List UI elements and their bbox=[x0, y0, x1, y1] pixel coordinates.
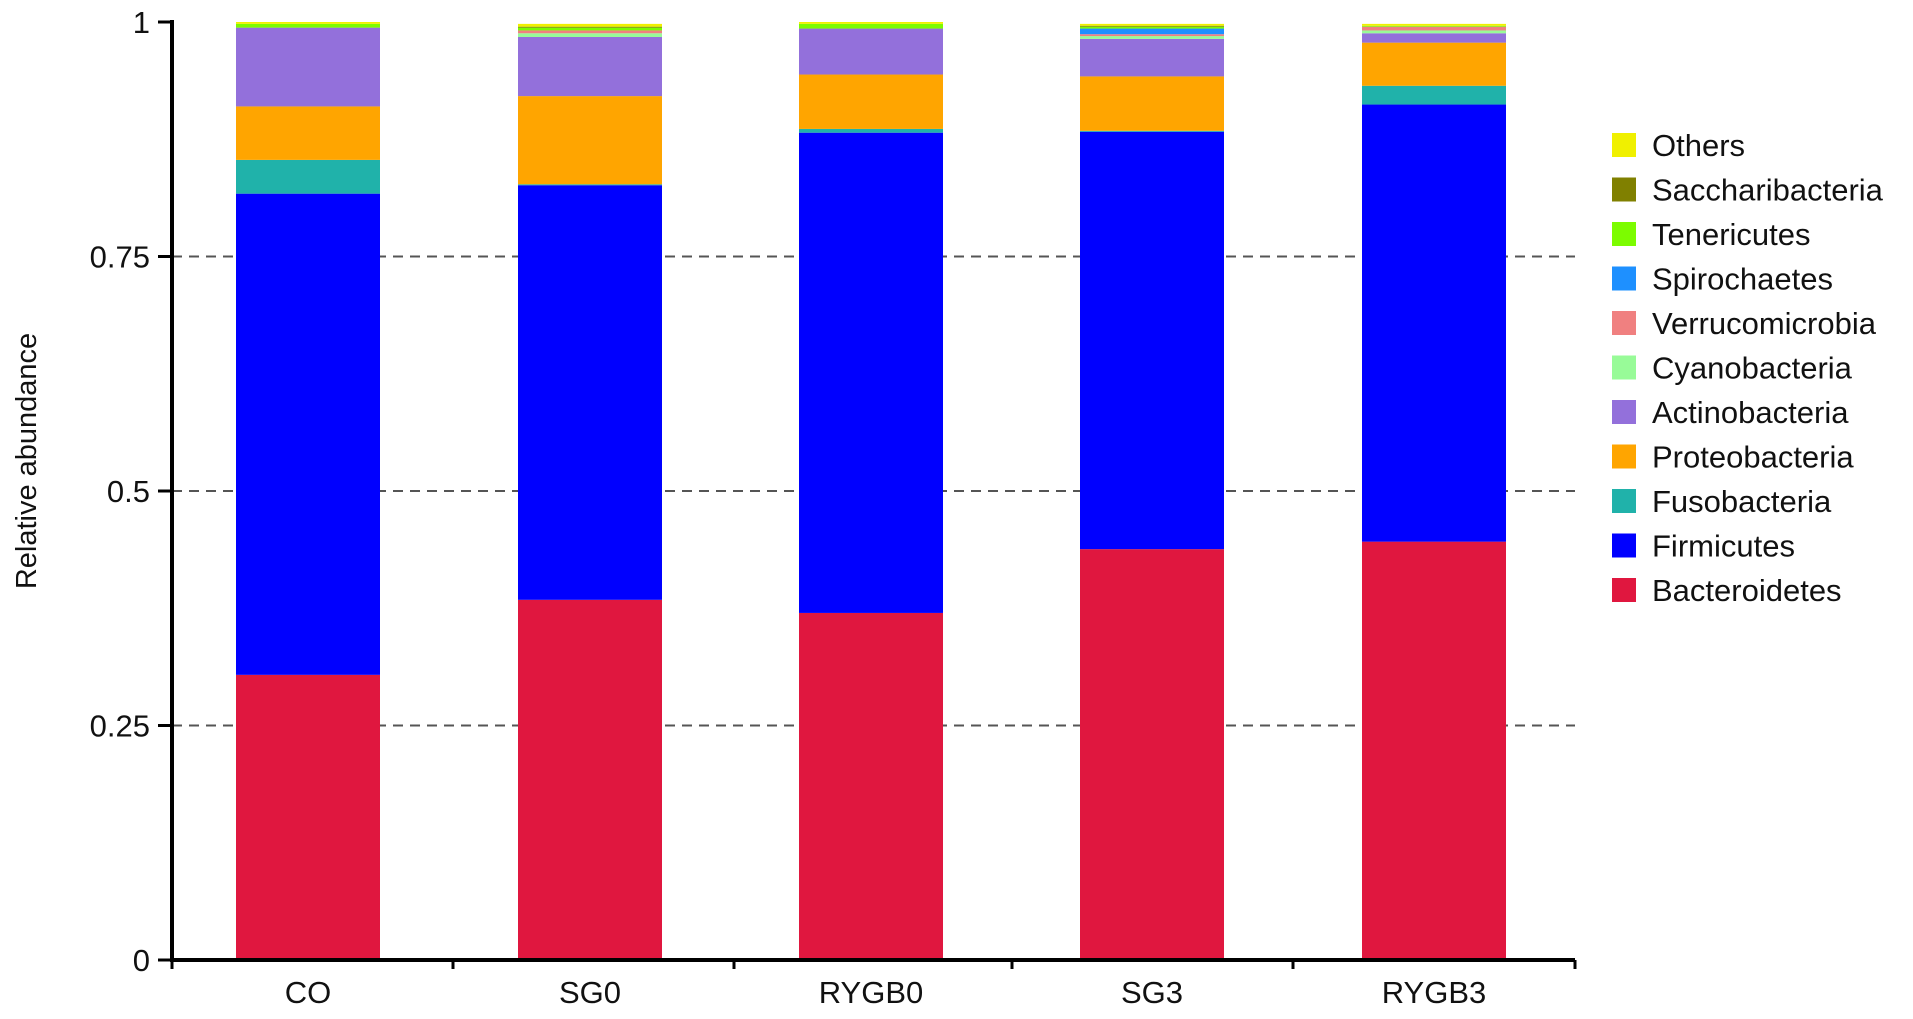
bar-stack-RYGB0 bbox=[799, 22, 943, 960]
bar-segment-SG3-verrucomicrobia bbox=[1080, 34, 1224, 37]
legend-item-tenericutes: Tenericutes bbox=[1612, 217, 1811, 252]
bar-segment-SG3-actinobacteria bbox=[1080, 38, 1224, 77]
legend-swatch-fusobacteria bbox=[1612, 489, 1636, 513]
legend-label-verrucomicrobia: Verrucomicrobia bbox=[1652, 306, 1877, 341]
legend-label-firmicutes: Firmicutes bbox=[1652, 529, 1795, 564]
legend-swatch-actinobacteria bbox=[1612, 400, 1636, 424]
legend-label-spirochaetes: Spirochaetes bbox=[1652, 262, 1833, 297]
bar-segment-SG3-spirochaetes bbox=[1080, 28, 1224, 35]
bar-segment-RYGB0-actinobacteria bbox=[799, 28, 943, 75]
x-tick-label-SG0: SG0 bbox=[559, 975, 621, 1010]
bar-segment-RYGB3-fusobacteria bbox=[1362, 85, 1506, 105]
bar-segment-SG3-bacteroidetes bbox=[1080, 549, 1224, 960]
legend-label-bacteroidetes: Bacteroidetes bbox=[1652, 573, 1842, 608]
bar-segment-RYGB0-tenericutes bbox=[799, 23, 943, 29]
legend-label-tenericutes: Tenericutes bbox=[1652, 217, 1811, 252]
x-tick-label-RYGB0: RYGB0 bbox=[819, 975, 924, 1010]
bar-segment-RYGB3-bacteroidetes bbox=[1362, 541, 1506, 960]
y-axis-title: Relative abundance bbox=[11, 333, 43, 589]
bar-segment-RYGB3-tenericutes bbox=[1362, 25, 1506, 27]
y-tick-label-0: 0 bbox=[133, 943, 150, 978]
legend-label-fusobacteria: Fusobacteria bbox=[1652, 484, 1832, 519]
legend-label-cyanobacteria: Cyanobacteria bbox=[1652, 351, 1853, 386]
legend-swatch-verrucomicrobia bbox=[1612, 311, 1636, 335]
legend-swatch-proteobacteria bbox=[1612, 444, 1636, 469]
legend-item-actinobacteria: Actinobacteria bbox=[1612, 395, 1849, 430]
y-tick-label-3: 0.75 bbox=[90, 240, 150, 275]
legend-label-proteobacteria: Proteobacteria bbox=[1652, 440, 1854, 475]
legend-swatch-spirochaetes bbox=[1612, 266, 1636, 291]
legend-item-fusobacteria: Fusobacteria bbox=[1612, 484, 1832, 519]
bar-segment-RYGB3-proteobacteria bbox=[1362, 42, 1506, 86]
bar-segment-RYGB0-proteobacteria bbox=[799, 74, 943, 129]
bar-stack-SG0 bbox=[518, 23, 662, 960]
bar-segment-RYGB3-verrucomicrobia bbox=[1362, 26, 1506, 31]
axis-labels: Relative abundance 0 0.25 0.5 0.75 1 CO SG0 RYG… bbox=[11, 5, 1486, 1010]
bar-segment-CO-fusobacteria bbox=[236, 159, 380, 194]
bar-segment-RYGB0-firmicutes bbox=[799, 132, 943, 613]
bar-segment-RYGB3-actinobacteria bbox=[1362, 33, 1506, 43]
bar-segment-SG0-verrucomicrobia bbox=[518, 30, 662, 34]
bar-segment-SG0-tenericutes bbox=[518, 27, 662, 31]
bar-segment-CO-firmicutes bbox=[236, 193, 380, 675]
bar-segment-RYGB3-firmicutes bbox=[1362, 104, 1506, 542]
legend-swatch-tenericutes bbox=[1612, 222, 1636, 246]
y-tick-label-1: 0.25 bbox=[90, 709, 150, 744]
bar-segment-SG0-firmicutes bbox=[518, 185, 662, 600]
bar-stack-SG3 bbox=[1080, 23, 1224, 960]
bar-segment-SG0-fusobacteria bbox=[518, 184, 662, 186]
legend-item-proteobacteria: Proteobacteria bbox=[1612, 440, 1854, 475]
legend-swatch-saccharibacteria bbox=[1612, 177, 1636, 202]
bar-segment-SG3-fusobacteria bbox=[1080, 130, 1224, 132]
bar-segment-CO-tenericutes bbox=[236, 23, 380, 28]
bar-segment-RYGB3-others bbox=[1362, 23, 1506, 26]
bar-segment-SG0-saccharibacteria bbox=[518, 26, 662, 28]
legend-item-cyanobacteria: Cyanobacteria bbox=[1612, 351, 1853, 386]
bar-segment-SG0-proteobacteria bbox=[518, 96, 662, 185]
bar-segment-CO-actinobacteria bbox=[236, 27, 380, 107]
axes bbox=[158, 20, 1577, 969]
legend-swatch-others bbox=[1612, 133, 1636, 157]
bar-segment-SG0-bacteroidetes bbox=[518, 599, 662, 960]
bar-segment-SG3-saccharibacteria bbox=[1080, 25, 1224, 27]
legend: Others Saccharibacteria Tenericutes Spiroch… bbox=[1612, 128, 1884, 608]
bar-segment-CO-proteobacteria bbox=[236, 106, 380, 160]
legend-item-verrucomicrobia: Verrucomicrobia bbox=[1612, 306, 1877, 341]
legend-item-spirochaetes: Spirochaetes bbox=[1612, 262, 1833, 297]
legend-item-saccharibacteria: Saccharibacteria bbox=[1612, 173, 1884, 208]
y-tick-label-2: 0.5 bbox=[107, 474, 150, 509]
bar-segment-SG0-cyanobacteria bbox=[518, 33, 662, 38]
legend-label-others: Others bbox=[1652, 128, 1745, 163]
x-tick-label-RYGB3: RYGB3 bbox=[1382, 975, 1487, 1010]
bar-segment-RYGB0-others bbox=[799, 22, 943, 24]
x-tick-label-CO: CO bbox=[285, 975, 332, 1010]
legend-label-actinobacteria: Actinobacteria bbox=[1652, 395, 1849, 430]
legend-label-saccharibacteria: Saccharibacteria bbox=[1652, 173, 1884, 208]
bar-stack-CO bbox=[236, 22, 380, 960]
legend-swatch-bacteroidetes bbox=[1612, 578, 1636, 602]
bar-segment-SG3-proteobacteria bbox=[1080, 76, 1224, 131]
bar-segment-CO-bacteroidetes bbox=[236, 674, 380, 960]
y-tick-label-4: 1 bbox=[133, 5, 150, 40]
bar-segment-SG3-firmicutes bbox=[1080, 131, 1224, 550]
bar-segment-SG0-others bbox=[518, 23, 662, 27]
legend-swatch-cyanobacteria bbox=[1612, 355, 1636, 380]
bar-stack-RYGB3 bbox=[1362, 23, 1506, 960]
legend-item-bacteroidetes: Bacteroidetes bbox=[1612, 573, 1842, 608]
legend-swatch-firmicutes bbox=[1612, 533, 1636, 558]
bar-segment-CO-others bbox=[236, 22, 380, 24]
bar-segment-SG3-tenericutes bbox=[1080, 26, 1224, 29]
bar-segment-RYGB3-cyanobacteria bbox=[1362, 30, 1506, 34]
bar-segment-SG3-cyanobacteria bbox=[1080, 36, 1224, 39]
bars bbox=[236, 22, 1506, 960]
bar-segment-RYGB0-bacteroidetes bbox=[799, 612, 943, 960]
legend-item-firmicutes: Firmicutes bbox=[1612, 529, 1795, 564]
bar-segment-SG3-others bbox=[1080, 23, 1224, 26]
bar-segment-RYGB0-fusobacteria bbox=[799, 128, 943, 133]
legend-item-others: Others bbox=[1612, 128, 1745, 163]
x-tick-label-SG3: SG3 bbox=[1121, 975, 1183, 1010]
bar-segment-SG0-actinobacteria bbox=[518, 37, 662, 97]
